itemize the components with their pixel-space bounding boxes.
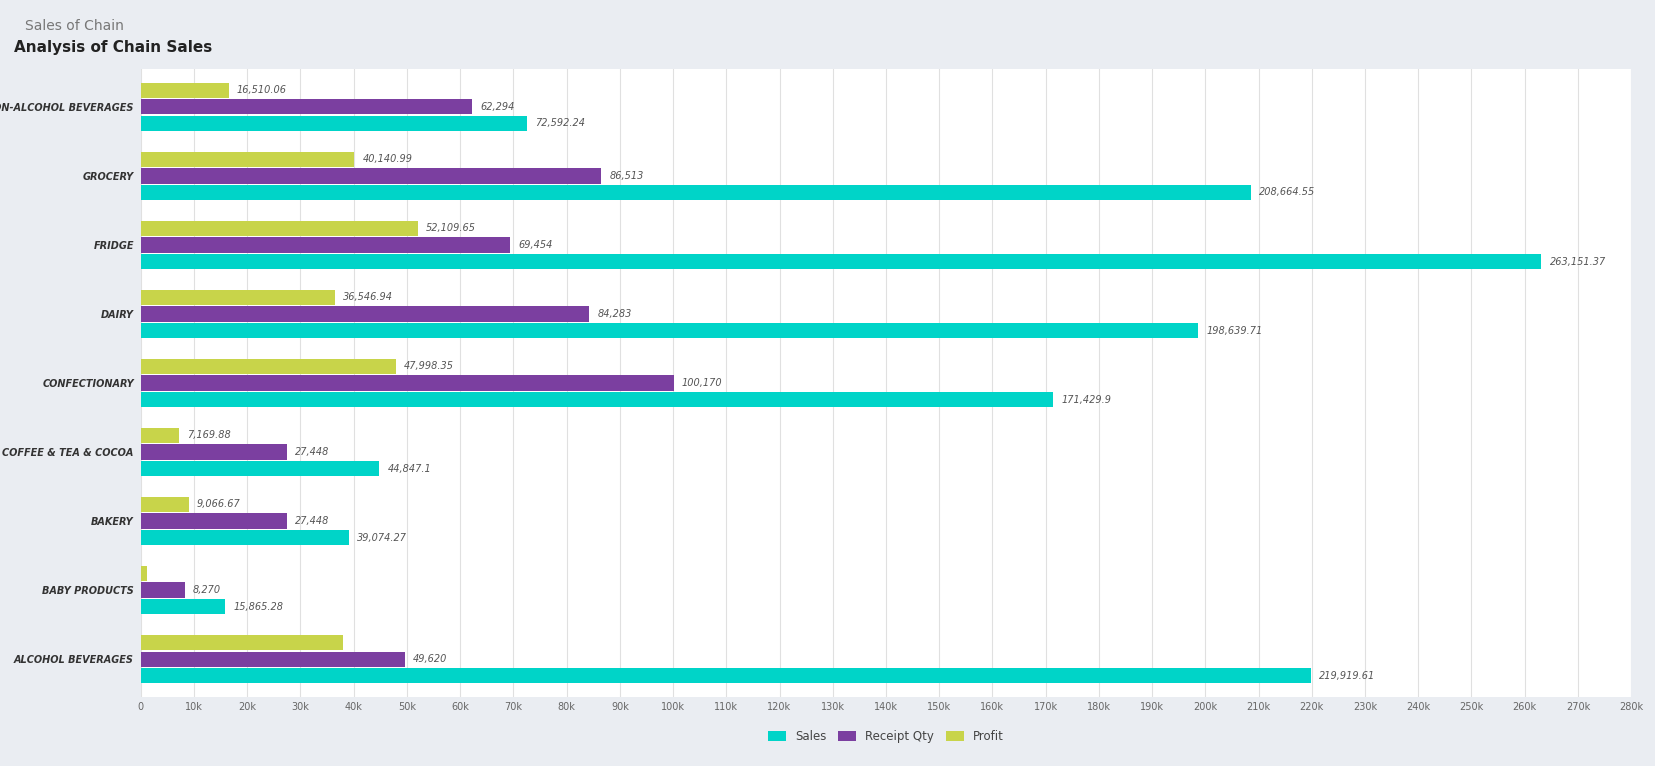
Text: 69,454: 69,454 xyxy=(518,240,553,250)
Bar xyxy=(141,323,1197,338)
Bar xyxy=(141,306,589,322)
Text: 100,170: 100,170 xyxy=(682,378,722,388)
Text: 84,283: 84,283 xyxy=(597,309,631,319)
Bar xyxy=(141,100,472,114)
Text: 198,639.71: 198,639.71 xyxy=(1205,326,1261,336)
Bar xyxy=(141,358,396,374)
Bar xyxy=(141,185,1251,200)
Text: 219,919.61: 219,919.61 xyxy=(1319,671,1375,681)
Bar xyxy=(141,652,404,666)
Bar xyxy=(141,497,189,512)
Bar xyxy=(141,375,674,391)
Text: 263,151.37: 263,151.37 xyxy=(1549,257,1605,267)
Text: 7,169.88: 7,169.88 xyxy=(187,430,230,440)
Text: 171,429.9: 171,429.9 xyxy=(1061,394,1111,404)
Text: 36,546.94: 36,546.94 xyxy=(343,293,392,303)
Text: 47,998.35: 47,998.35 xyxy=(404,362,453,372)
Bar xyxy=(141,116,526,131)
Bar xyxy=(141,254,1541,269)
Text: 8,270: 8,270 xyxy=(192,585,220,595)
Text: 72,592.24: 72,592.24 xyxy=(535,119,584,129)
Bar xyxy=(141,668,1311,683)
Bar xyxy=(141,392,1053,408)
Bar xyxy=(141,582,185,597)
Bar xyxy=(141,152,354,167)
Bar xyxy=(141,169,601,184)
Bar xyxy=(141,428,179,443)
Bar xyxy=(141,83,228,98)
Text: 40,140.99: 40,140.99 xyxy=(362,155,412,165)
Bar xyxy=(141,530,349,545)
Text: Analysis of Chain Sales: Analysis of Chain Sales xyxy=(13,41,212,55)
Text: 27,448: 27,448 xyxy=(295,447,329,457)
Text: 49,620: 49,620 xyxy=(412,654,447,664)
Bar xyxy=(141,599,225,614)
Text: 44,847.1: 44,847.1 xyxy=(387,463,430,473)
Text: 62,294: 62,294 xyxy=(480,102,515,112)
Bar xyxy=(141,635,343,650)
Bar xyxy=(141,221,417,236)
Bar xyxy=(141,461,379,476)
Text: Sales of Chain: Sales of Chain xyxy=(25,19,124,33)
Text: 16,510.06: 16,510.06 xyxy=(237,85,286,95)
Text: 15,865.28: 15,865.28 xyxy=(233,601,283,611)
Bar xyxy=(141,444,286,460)
Text: 39,074.27: 39,074.27 xyxy=(356,532,407,542)
Text: 9,066.67: 9,066.67 xyxy=(197,499,240,509)
Bar xyxy=(141,513,286,529)
Text: 52,109.65: 52,109.65 xyxy=(425,224,477,234)
Text: 208,664.55: 208,664.55 xyxy=(1259,188,1314,198)
Bar xyxy=(141,290,334,305)
Bar xyxy=(141,566,147,581)
Text: 27,448: 27,448 xyxy=(295,516,329,526)
Text: 86,513: 86,513 xyxy=(609,171,644,181)
Legend: Sales, Receipt Qty, Profit: Sales, Receipt Qty, Profit xyxy=(763,725,1008,748)
Bar xyxy=(141,237,510,253)
